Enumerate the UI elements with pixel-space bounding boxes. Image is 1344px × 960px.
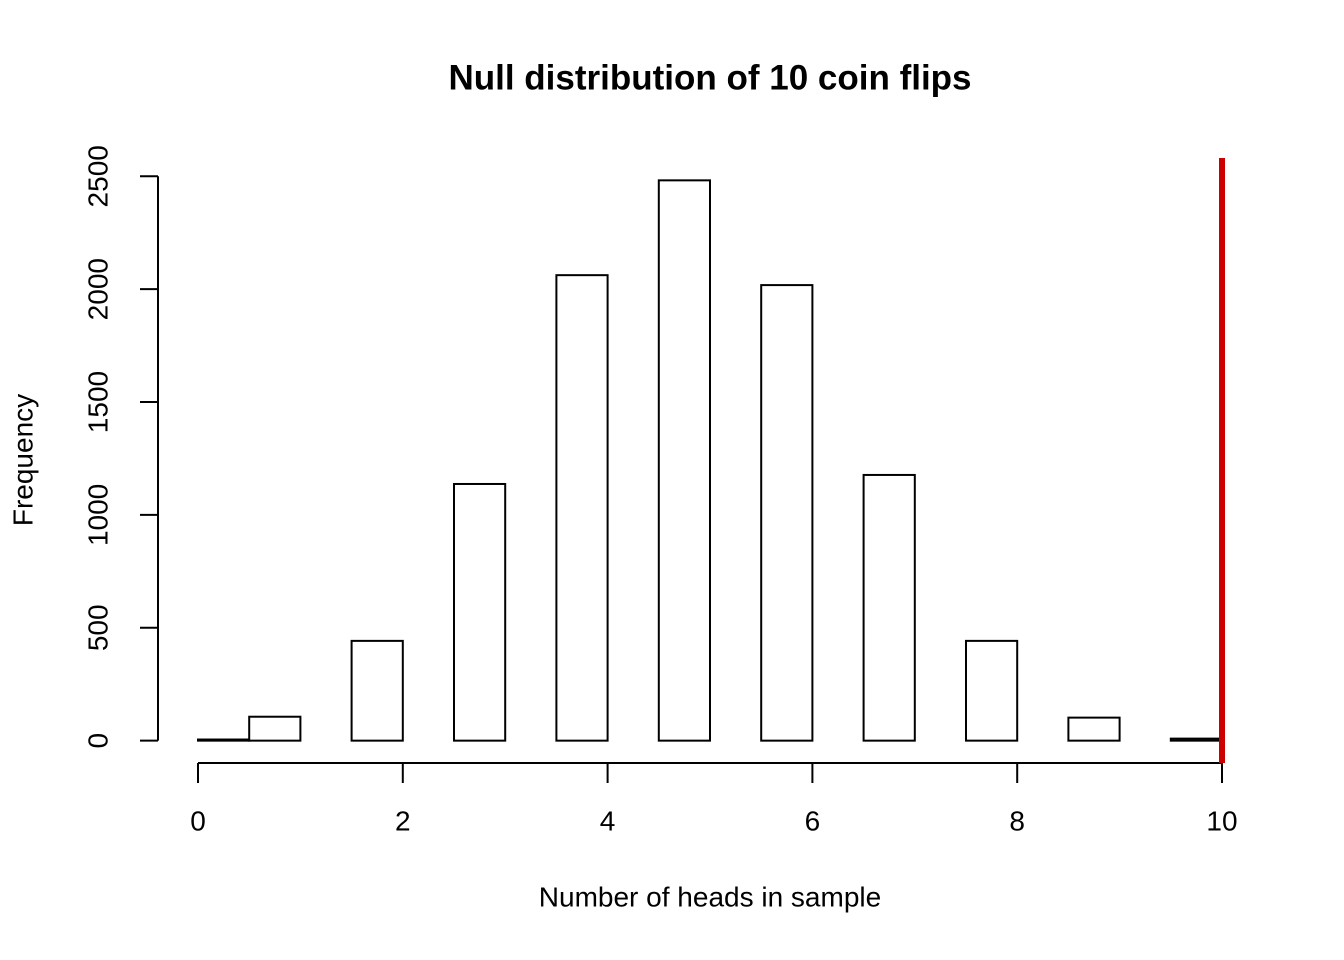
x-tick-label: 0 <box>190 805 206 836</box>
x-tick-label: 2 <box>395 805 411 836</box>
bar <box>862 473 916 742</box>
bar <box>248 715 302 742</box>
y-tick-label: 1000 <box>82 484 113 546</box>
x-axis-label: Number of heads in sample <box>539 881 881 912</box>
bar <box>1067 716 1121 742</box>
bar <box>555 274 609 742</box>
y-tick-label: 2000 <box>82 258 113 320</box>
bar <box>453 482 507 742</box>
bar <box>1169 737 1224 742</box>
y-tick-label: 0 <box>82 733 113 749</box>
bar <box>197 738 251 742</box>
bar <box>657 179 711 742</box>
x-tick-label: 8 <box>1009 805 1025 836</box>
y-tick-label: 1500 <box>82 371 113 433</box>
bar <box>350 639 404 742</box>
y-axis-label: Frequency <box>7 394 38 526</box>
chart-title: Null distribution of 10 coin flips <box>448 58 971 97</box>
bar <box>965 639 1019 742</box>
x-tick-label: 10 <box>1206 805 1237 836</box>
y-tick-label: 2500 <box>82 145 113 207</box>
y-tick-label: 500 <box>82 604 113 651</box>
x-tick-label: 4 <box>600 805 616 836</box>
x-tick-label: 6 <box>805 805 821 836</box>
bar <box>760 284 814 742</box>
